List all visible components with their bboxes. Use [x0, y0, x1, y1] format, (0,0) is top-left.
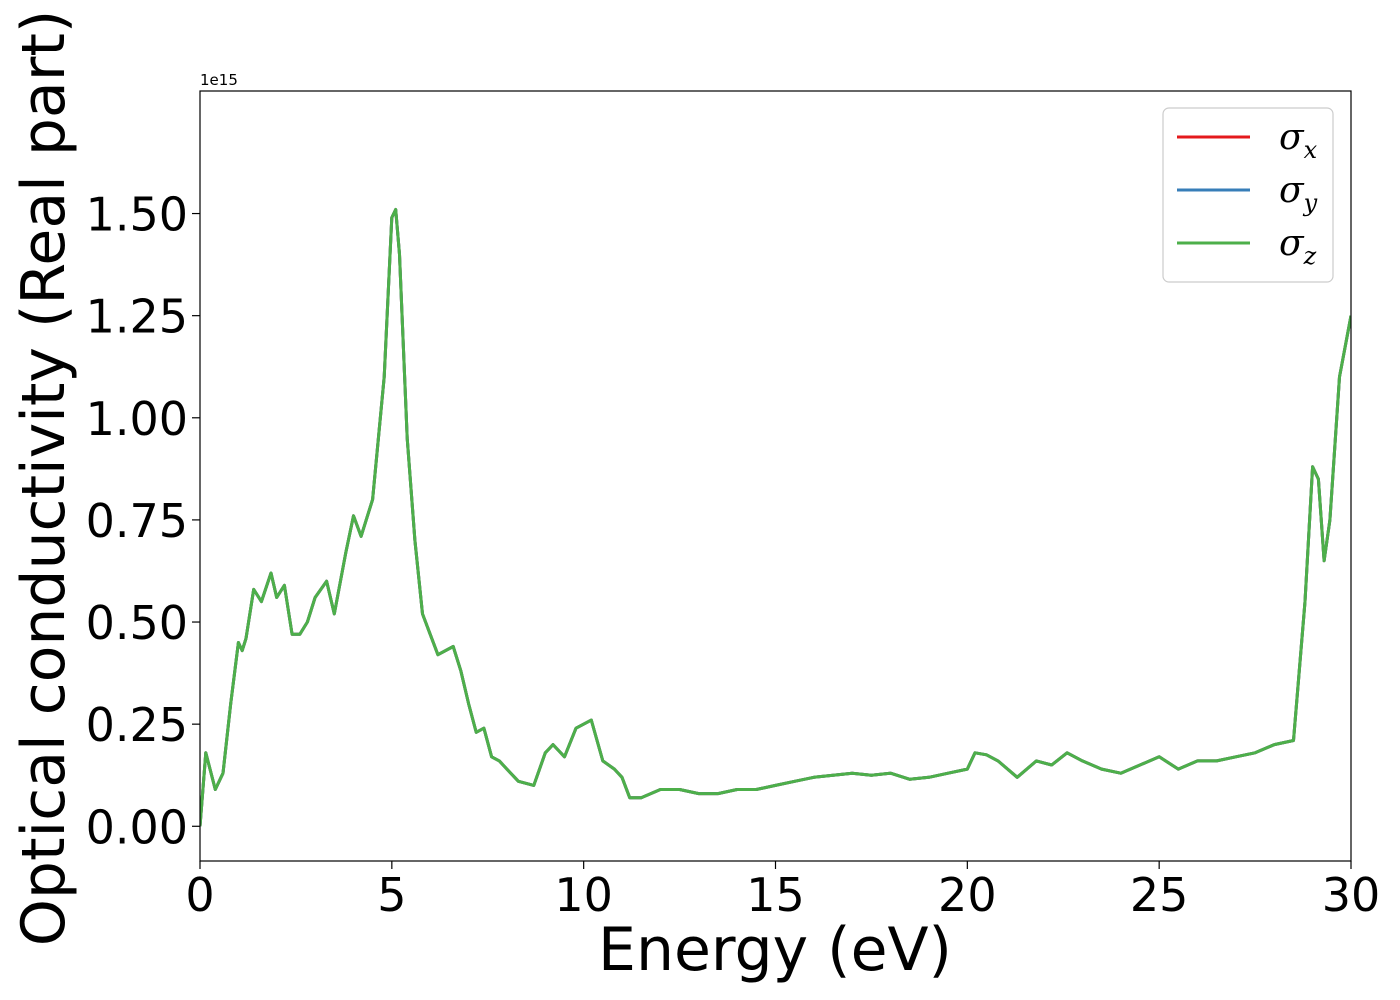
legend: σx σy σz [1162, 107, 1334, 283]
y-tick-label: 0.50 [86, 596, 188, 650]
legend-label-sigma-y: σy [1279, 170, 1318, 217]
y-tick-label: 0.75 [86, 494, 188, 548]
x-axis-label: Energy (eV) [598, 915, 952, 985]
axis-ticks: 0 5 10 15 20 25 30 0.00 0.25 0.50 0.75 1.00 1.25 1.50 [86, 188, 1381, 922]
x-tick-label: 10 [554, 868, 613, 922]
x-tick-label: 15 [746, 868, 805, 922]
y-tick-label: 1.00 [86, 392, 188, 446]
y-offset-label: 1e15 [200, 71, 238, 89]
x-tick-label: 0 [185, 868, 214, 922]
x-tick-label: 20 [938, 868, 997, 922]
series-line-sigma-y [200, 208, 1351, 827]
legend-label-sigma-z: σz [1279, 223, 1317, 270]
y-axis-label: Optical conductivity (Real part) [9, 10, 79, 947]
legend-label-sigma-x: σx [1279, 117, 1318, 164]
series-line-sigma-z [200, 208, 1351, 827]
y-tick-label: 0.25 [86, 698, 188, 752]
plot-area [200, 208, 1351, 827]
x-tick-label: 25 [1130, 868, 1189, 922]
y-tick-label: 1.25 [86, 290, 188, 344]
legend-box [1162, 107, 1334, 283]
x-tick-label: 5 [377, 868, 406, 922]
y-tick-label: 0.00 [86, 800, 188, 854]
series-line-sigma-x [200, 208, 1351, 827]
y-tick-label: 1.50 [86, 188, 188, 242]
x-tick-label: 30 [1322, 868, 1381, 922]
